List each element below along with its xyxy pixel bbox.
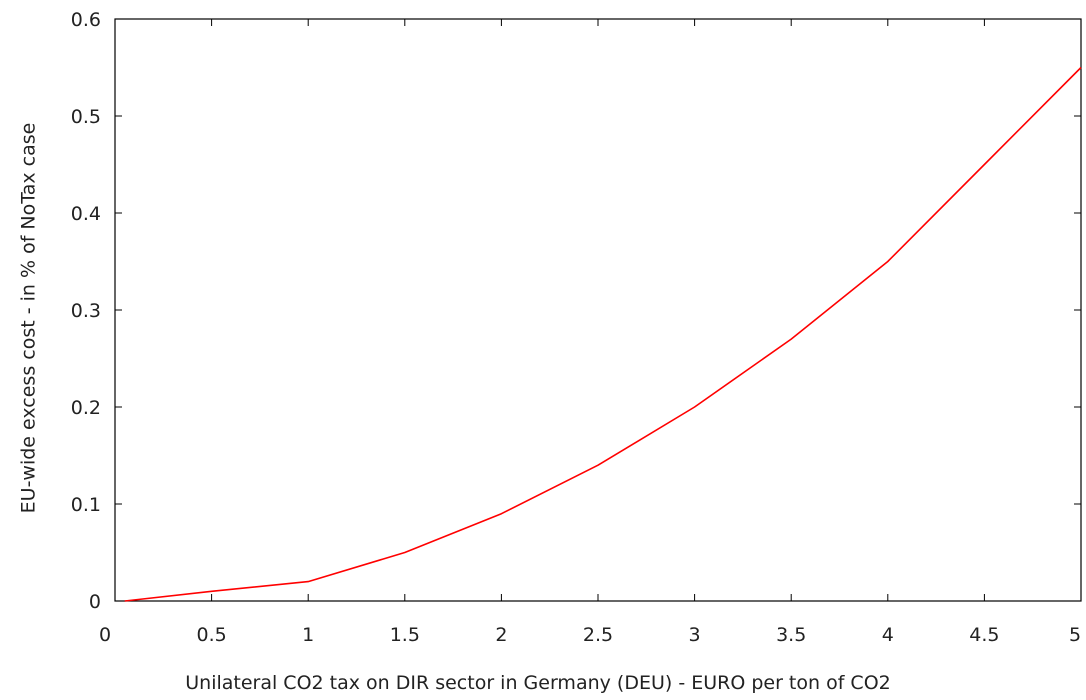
x-tick-label: 2 (495, 624, 507, 646)
x-axis-ticks (114, 19, 1082, 601)
x-tick-label: 2.5 (583, 624, 613, 646)
x-tick-label: 0.5 (196, 624, 226, 646)
x-tick-label: 1.5 (390, 624, 420, 646)
x-tick-label: 4.5 (969, 624, 999, 646)
y-tick-label: 0.2 (71, 397, 101, 419)
x-tick-label: 1 (302, 624, 314, 646)
x-tick-label: 0 (99, 624, 111, 646)
y-axis-ticks (115, 18, 1081, 602)
x-axis-tick-labels: 0 0.5 1 1.5 2 2.5 3 3.5 4 4.5 5 (99, 624, 1081, 646)
y-tick-label: 0 (89, 591, 101, 613)
x-axis-label: Unilateral CO2 tax on DIR sector in Germ… (185, 672, 891, 694)
y-tick-label: 0.6 (71, 9, 101, 31)
y-tick-label: 0.5 (71, 106, 101, 128)
x-tick-label: 3.5 (776, 624, 806, 646)
y-tick-label: 0.4 (71, 203, 101, 225)
x-tick-label: 5 (1069, 624, 1081, 646)
x-tick-label: 4 (882, 624, 894, 646)
y-tick-label: 0.1 (71, 494, 101, 516)
y-axis-label: EU-wide excess cost - in % of NoTax case (18, 123, 40, 514)
y-axis-tick-labels: 0 0.1 0.2 0.3 0.4 0.5 0.6 (71, 9, 101, 613)
plot-frame (114, 18, 1082, 602)
series-line (124, 66, 1082, 602)
x-tick-label: 3 (689, 624, 701, 646)
series-group (124, 66, 1082, 602)
y-tick-label: 0.3 (71, 300, 101, 322)
